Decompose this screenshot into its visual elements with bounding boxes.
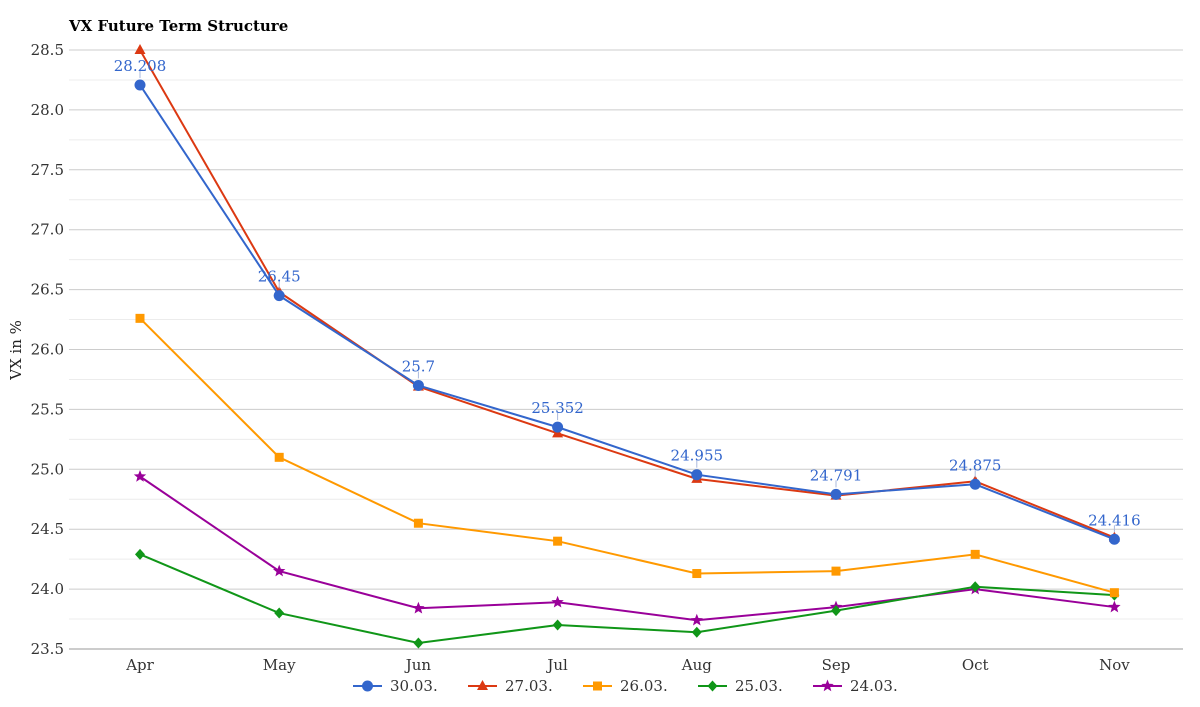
marker-square: [692, 569, 702, 579]
data-label: 25.352: [531, 399, 584, 417]
legend-label: 26.03.: [620, 677, 668, 695]
marker-square: [135, 313, 145, 323]
series-25.03.: [135, 548, 1120, 649]
gridlines: [69, 49, 1183, 650]
data-label: 24.416: [1088, 511, 1141, 529]
chart-title: VX Future Term Structure: [68, 17, 288, 35]
series-26.03.: [135, 313, 1119, 598]
y-tick-label: 23.5: [31, 640, 64, 658]
marker-square: [1109, 588, 1119, 598]
series-line: [139, 475, 1115, 622]
series-line: [139, 317, 1115, 594]
marker-star: [821, 679, 834, 692]
marker-square: [553, 536, 563, 546]
y-tick-label: 25.5: [31, 400, 64, 418]
marker-circle: [1108, 533, 1120, 545]
marker-diamond: [831, 605, 841, 617]
marker-diamond: [691, 626, 702, 638]
data-label: 24.955: [671, 447, 724, 465]
marker-star: [1108, 600, 1121, 613]
x-tick-label: Jul: [545, 656, 568, 674]
data-label: 24.875: [949, 456, 1002, 474]
legend-item: 24.03.: [813, 677, 898, 695]
marker-diamond: [413, 637, 424, 649]
marker-circle: [552, 421, 564, 433]
y-tick-label: 24.5: [31, 520, 64, 538]
legend: 30.03. 27.03. 26.03. 25.03. 24.03.: [353, 677, 898, 695]
marker-diamond: [135, 548, 145, 560]
y-tick-label: 26.5: [31, 281, 64, 299]
marker-circle: [969, 478, 981, 490]
marker-circle: [362, 680, 373, 692]
x-tick-label: Apr: [125, 656, 154, 674]
x-tick-label: Oct: [962, 656, 989, 674]
x-tick-label: Nov: [1099, 656, 1130, 674]
legend-label: 25.03.: [735, 677, 783, 695]
series-line: [139, 553, 1115, 645]
marker-circle: [830, 488, 842, 500]
data-label: 28.208: [114, 57, 167, 75]
series-line: [139, 49, 1115, 539]
y-tick-label: 26.0: [31, 341, 64, 359]
legend-item: 27.03.: [468, 677, 553, 695]
marker-square: [274, 452, 284, 462]
y-axis-ticks: 23.5 24.0 24.5 25.0 25.5 26.0 26.5 27.0 27.5 28.0…: [31, 41, 64, 658]
marker-square: [413, 518, 423, 528]
marker-circle: [134, 79, 146, 91]
marker-star: [273, 564, 286, 577]
marker-diamond: [707, 680, 718, 692]
data-label: 26.45: [258, 268, 301, 286]
marker-circle: [691, 469, 703, 481]
series-24.03.: [133, 469, 1121, 626]
x-tick-label: Aug: [681, 656, 712, 674]
x-tick-label: Jun: [404, 656, 432, 674]
marker-square: [593, 681, 602, 691]
legend-item: 30.03.: [353, 677, 438, 695]
marker-diamond: [552, 619, 563, 631]
y-tick-label: 28.0: [31, 101, 64, 119]
marker-square: [970, 549, 980, 559]
data-label: 24.791: [810, 466, 863, 484]
series-30.03.: [134, 79, 1120, 545]
legend-item: 25.03.: [698, 677, 783, 695]
x-tick-label: May: [263, 656, 296, 674]
y-tick-label: 28.5: [31, 41, 64, 59]
legend-label: 24.03.: [850, 677, 898, 695]
legend-label: 30.03.: [390, 677, 438, 695]
y-tick-label: 27.5: [31, 161, 64, 179]
y-tick-label: 25.0: [31, 460, 64, 478]
legend-item: 26.03.: [583, 677, 668, 695]
marker-star: [551, 595, 564, 608]
data-labels: 28.208 26.45 25.7 25.352 24.955 24.791 24.875 2…: [114, 57, 1141, 533]
marker-circle: [412, 379, 424, 391]
marker-triangle: [477, 680, 488, 690]
marker-star: [133, 469, 147, 482]
y-tick-label: 24.0: [31, 580, 64, 598]
legend-label: 27.03.: [505, 677, 553, 695]
series-line: [139, 84, 1115, 541]
marker-diamond: [970, 581, 981, 593]
y-axis-label: VX in %: [7, 320, 25, 381]
marker-circle: [273, 290, 285, 302]
marker-square: [831, 566, 841, 576]
marker-diamond: [274, 607, 285, 619]
x-axis-ticks: Apr May Jun Jul Aug Sep Oct Nov: [125, 656, 1130, 674]
marker-triangle: [134, 44, 146, 54]
x-tick-label: Sep: [822, 656, 851, 674]
series-group: [133, 44, 1121, 649]
marker-star: [690, 613, 703, 626]
marker-star: [412, 601, 425, 614]
data-label: 25.7: [402, 357, 435, 375]
y-tick-label: 27.0: [31, 221, 64, 239]
